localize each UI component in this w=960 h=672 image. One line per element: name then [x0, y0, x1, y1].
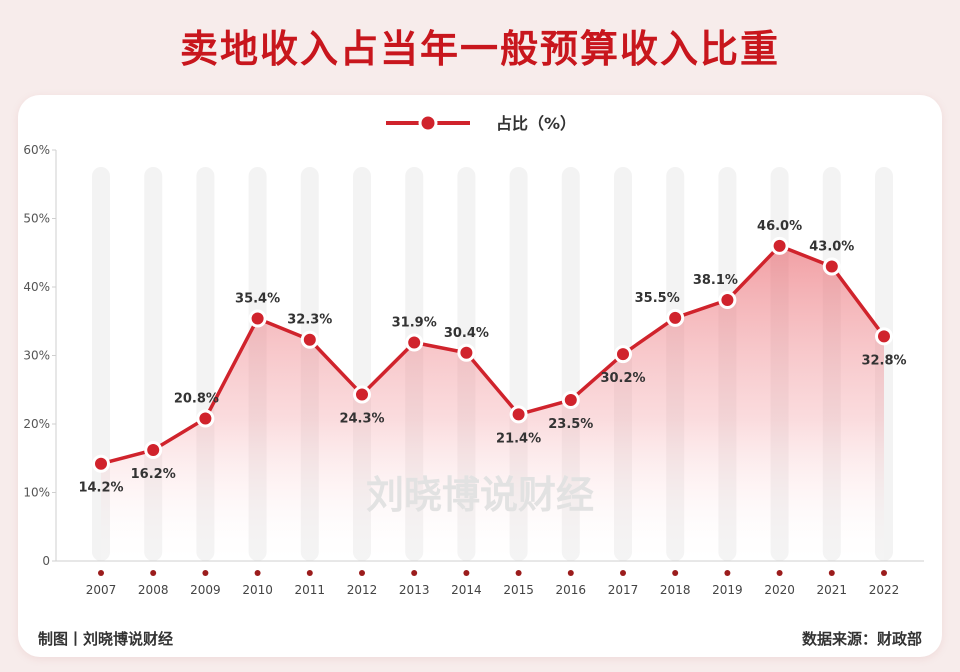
x-tick-dot	[254, 570, 261, 576]
x-tick-label: 2018	[660, 583, 691, 597]
legend-marker	[418, 113, 438, 133]
x-tick-dot	[98, 570, 104, 576]
footer-credit: 制图丨刘晓博说财经	[38, 630, 174, 648]
data-point	[457, 343, 476, 362]
watermark: 刘晓博说财经	[366, 473, 594, 517]
data-point	[875, 327, 893, 346]
data-label: 14.2%	[78, 481, 123, 496]
footer-source: 数据来源：财政部	[801, 630, 922, 648]
data-label: 30.2%	[600, 371, 645, 386]
data-point	[92, 454, 110, 473]
data-label: 35.4%	[235, 292, 280, 307]
y-tick-label: 0	[42, 554, 50, 568]
x-tick-dot	[828, 570, 835, 576]
y-tick-label: 20%	[23, 417, 50, 431]
x-tick-dot	[202, 570, 209, 576]
data-point	[614, 345, 632, 364]
legend: 占比（%）	[386, 113, 576, 133]
series-line	[100, 244, 886, 466]
x-tick-label: 2019	[712, 583, 743, 597]
x-tick-label: 2017	[608, 583, 639, 597]
x-tick-dot	[515, 570, 522, 576]
x-tick-label: 2010	[242, 583, 273, 597]
data-label: 35.5%	[635, 291, 680, 306]
x-tick-label: 2021	[817, 583, 848, 597]
x-tick-dot	[463, 570, 470, 576]
y-tick-label: 50%	[23, 212, 50, 226]
x-tick-label: 2020	[764, 583, 795, 597]
x-tick-label: 2011	[295, 583, 326, 597]
x-tick-label: 2007	[86, 583, 117, 597]
x-tick-label: 2009	[190, 583, 221, 597]
data-label: 23.5%	[548, 417, 593, 432]
data-label: 31.9%	[392, 315, 437, 330]
x-tick-dot	[724, 570, 731, 576]
data-point	[248, 309, 267, 328]
data-point	[509, 405, 528, 424]
data-label: 32.3%	[287, 313, 332, 328]
y-tick-label: 60%	[23, 143, 50, 157]
data-point	[405, 333, 424, 352]
chart-card: 0 10% 20% 30% 40% 50% 60% 2007 2008 2009 2010 2011 2…	[18, 95, 942, 657]
data-point	[718, 291, 737, 310]
area-fill	[101, 245, 884, 561]
data-point	[561, 391, 580, 410]
x-tick-dot	[672, 570, 679, 576]
y-tick-label: 30%	[23, 349, 50, 363]
data-point	[353, 385, 371, 404]
data-label: 30.4%	[444, 326, 489, 341]
x-tick-dot	[306, 570, 313, 576]
x-tick-dot	[411, 570, 418, 576]
data-point	[822, 257, 841, 276]
data-label: 24.3%	[339, 412, 384, 427]
x-tick-label: 2022	[869, 583, 900, 597]
data-point	[196, 409, 215, 428]
data-label: 43.0%	[809, 239, 854, 254]
y-tick-label: 10%	[23, 486, 50, 500]
data-label: 21.4%	[496, 431, 541, 446]
data-label: 38.1%	[693, 273, 738, 288]
x-tick-label: 2013	[399, 583, 430, 597]
data-point	[300, 330, 319, 349]
x-tick-dot	[150, 570, 157, 576]
x-tick-label: 2016	[556, 583, 587, 597]
data-point	[666, 308, 685, 327]
data-point	[770, 236, 789, 255]
data-point	[144, 441, 163, 460]
x-tick-dot	[881, 570, 887, 576]
x-tick-label: 2008	[138, 583, 169, 597]
x-tick-label: 2014	[451, 583, 482, 597]
y-tick-label: 40%	[23, 280, 50, 294]
data-label: 46.0%	[757, 219, 802, 234]
x-tick-dot	[620, 570, 626, 576]
data-label: 16.2%	[131, 467, 176, 482]
area-chart: 0 10% 20% 30% 40% 50% 60% 2007 2008 2009 2010 2011 2…	[23, 113, 924, 597]
x-tick-dot	[359, 570, 365, 576]
legend-label: 占比（%）	[496, 114, 576, 133]
chart-title: 卖地收入占当年一般预算收入比重	[179, 27, 780, 71]
x-tick-label: 2012	[347, 583, 378, 597]
data-label: 20.8%	[174, 392, 219, 407]
data-label: 32.8%	[861, 353, 906, 368]
x-tick-dot	[567, 570, 574, 576]
x-tick-label: 2015	[503, 583, 534, 597]
x-tick-dot	[776, 570, 783, 576]
